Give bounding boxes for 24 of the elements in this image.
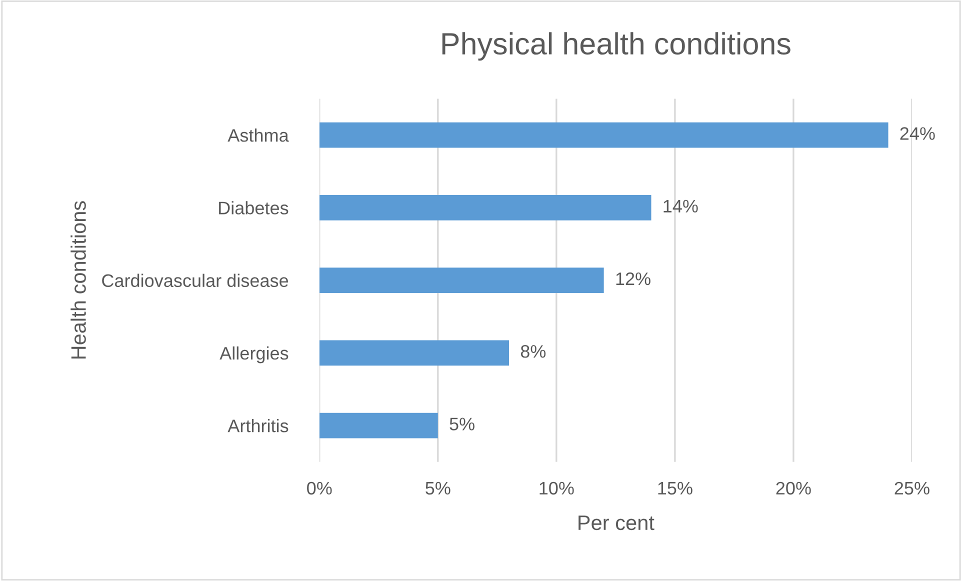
x-tick-label: 5% xyxy=(426,482,450,495)
y-tick-label: Asthma xyxy=(228,128,289,142)
y-tick-label: Allergies xyxy=(220,346,288,364)
x-tick-label: 15% xyxy=(658,482,692,495)
data-label: 5% xyxy=(450,418,474,430)
chart-title: Physical health conditions xyxy=(442,32,790,61)
x-tick-label: 0% xyxy=(307,482,332,495)
bar xyxy=(319,268,604,294)
x-axis-title: Per cent xyxy=(578,516,654,530)
y-tick-label: Cardiovascular disease xyxy=(102,274,288,288)
bar xyxy=(319,195,652,220)
bar xyxy=(319,412,438,438)
x-tick-label: 10% xyxy=(540,482,574,495)
y-tick-label: Diabetes xyxy=(219,201,288,214)
data-label: 12% xyxy=(616,272,650,286)
bar xyxy=(319,122,888,148)
y-tick-label: Arthritis xyxy=(228,419,288,432)
data-label: 24% xyxy=(900,127,935,140)
x-tick-label: 20% xyxy=(776,482,811,495)
data-label: 14% xyxy=(664,200,698,212)
bar xyxy=(319,340,510,366)
y-axis-title: Health conditions xyxy=(70,201,86,359)
x-tick-label: 25% xyxy=(894,482,930,495)
data-label: 8% xyxy=(520,345,546,358)
